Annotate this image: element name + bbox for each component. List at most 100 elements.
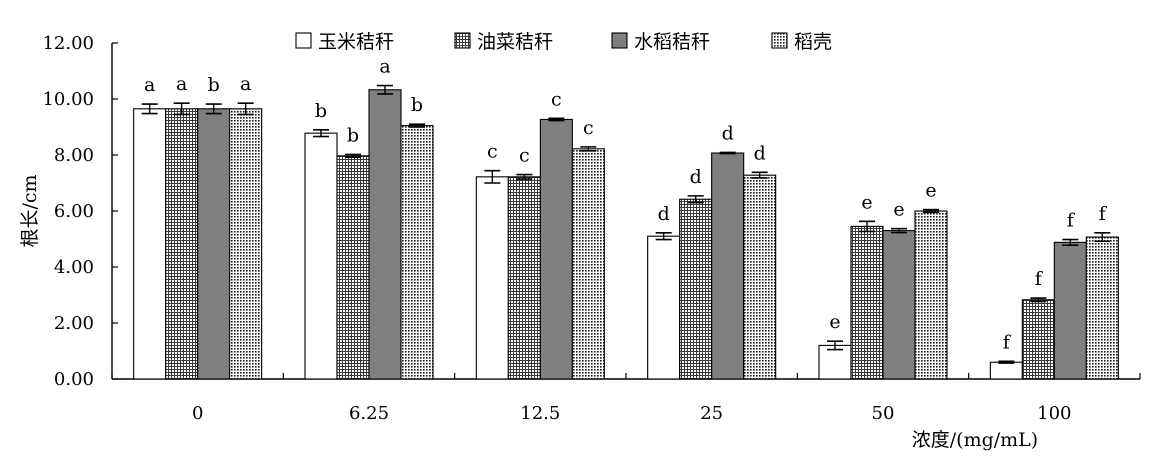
y-tick-label: 10.00 xyxy=(42,89,94,110)
legend-item: 稻壳 xyxy=(771,31,832,53)
significance-letter: b xyxy=(347,124,359,146)
significance-letter: f xyxy=(1099,203,1108,225)
significance-letter: e xyxy=(829,311,840,333)
error-bar xyxy=(205,103,222,115)
error-bar xyxy=(687,195,704,204)
significance-letter: e xyxy=(893,199,904,221)
bar xyxy=(400,125,434,380)
x-tick-label: 25 xyxy=(700,403,723,424)
significance-letter: e xyxy=(861,191,872,213)
bar xyxy=(197,108,231,380)
bar xyxy=(475,176,509,380)
bar xyxy=(743,174,777,380)
bar xyxy=(882,230,916,380)
significance-letter: d xyxy=(754,142,766,164)
x-tick-label: 0 xyxy=(192,403,203,424)
error-bar xyxy=(655,232,672,241)
bar xyxy=(1021,299,1055,380)
x-tick-label: 50 xyxy=(872,403,895,424)
error-bar xyxy=(859,220,875,233)
x-ticks: 0 6.25 12.5 25 50 100 xyxy=(111,373,1141,424)
error-bar xyxy=(409,123,425,128)
bar xyxy=(507,176,541,380)
error-bar xyxy=(827,340,843,351)
legend-label: 油菜秸秆 xyxy=(477,31,553,53)
x-tick-label: 6.25 xyxy=(349,403,389,424)
error-bar xyxy=(516,173,533,180)
bar xyxy=(989,361,1023,380)
significance-letter: c xyxy=(583,117,594,139)
bar xyxy=(679,198,713,380)
bar xyxy=(165,108,199,380)
error-bar xyxy=(580,146,597,152)
bar xyxy=(818,344,852,380)
bar xyxy=(229,108,263,380)
bar xyxy=(1053,241,1087,380)
error-bar xyxy=(548,117,565,122)
error-bar xyxy=(891,227,907,234)
significance-letter: d xyxy=(690,166,702,188)
error-bar xyxy=(1062,238,1079,246)
legend-item: 水稻秸秆 xyxy=(611,31,710,53)
significance-letter: a xyxy=(144,74,155,96)
significance-letter: c xyxy=(519,145,530,167)
error-bar xyxy=(484,169,501,184)
y-tick-label: 4.00 xyxy=(54,257,94,278)
y-axis-label: 根长/cm xyxy=(19,174,41,247)
error-bar xyxy=(141,103,158,115)
bar xyxy=(133,108,167,380)
bar xyxy=(850,225,884,380)
significance-letter: b xyxy=(208,74,220,96)
significance-letter: c xyxy=(487,141,498,163)
y-tick-label: 6.00 xyxy=(54,201,94,222)
significance-letter: d xyxy=(722,122,734,144)
bar xyxy=(711,152,745,380)
legend-swatch xyxy=(295,32,312,49)
bars xyxy=(133,89,1119,380)
significance-letter: f xyxy=(1035,268,1044,290)
error-bar xyxy=(237,102,254,116)
significance-letter: a xyxy=(379,56,390,78)
error-bar xyxy=(345,153,361,159)
significance-letter: b xyxy=(315,100,327,122)
x-tick-label: 12.5 xyxy=(520,403,560,424)
bar xyxy=(304,132,338,380)
legend-item: 油菜秸秆 xyxy=(454,31,553,53)
significance-letter: a xyxy=(240,73,251,95)
error-bar xyxy=(751,171,768,179)
significance-letter: e xyxy=(925,180,936,202)
error-bar xyxy=(719,151,736,155)
bar xyxy=(647,235,681,380)
error-bar xyxy=(1094,232,1111,243)
error-bar xyxy=(173,102,190,116)
legend-swatch xyxy=(454,32,471,49)
x-axis-label: 浓度/(mg/mL) xyxy=(912,429,1038,451)
y-tick-label: 2.00 xyxy=(54,313,94,334)
significance-letter: d xyxy=(658,203,670,225)
error-bar xyxy=(377,84,393,95)
significance-letter: f xyxy=(1003,331,1012,353)
legend-label: 水稻秸秆 xyxy=(634,31,710,53)
y-tick-label: 12.00 xyxy=(42,33,94,54)
significance-letter: a xyxy=(176,73,187,95)
bar xyxy=(368,89,402,380)
y-tick-label: 8.00 xyxy=(54,145,94,166)
significance-letter: c xyxy=(551,88,562,110)
error-bar xyxy=(1030,297,1047,303)
error-bar xyxy=(313,129,329,138)
error-bar xyxy=(923,208,939,214)
bar xyxy=(336,155,370,380)
bar xyxy=(539,118,573,380)
legend-label: 玉米秸秆 xyxy=(318,31,394,53)
error-bar xyxy=(998,360,1015,364)
bar xyxy=(571,148,605,380)
legend-swatch xyxy=(771,32,788,49)
significance-letter: f xyxy=(1067,210,1076,232)
bar xyxy=(914,210,948,380)
legend-item: 玉米秸秆 xyxy=(295,31,394,53)
y-tick-label: 0.00 xyxy=(54,369,94,390)
significance-letter: b xyxy=(411,94,423,116)
